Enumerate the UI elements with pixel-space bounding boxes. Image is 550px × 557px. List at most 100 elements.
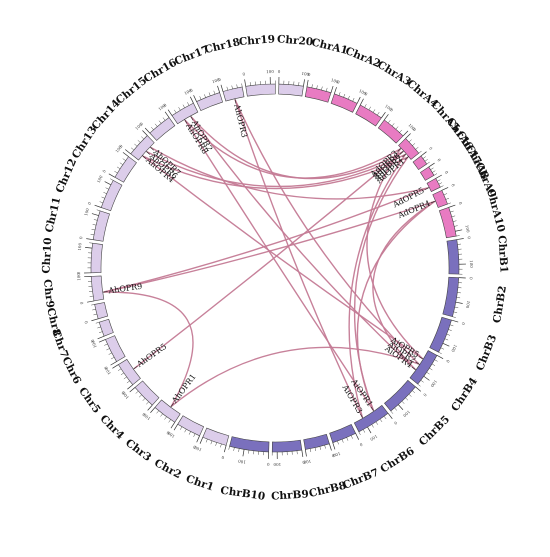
tick-mark <box>405 398 407 400</box>
tick-label: 0 <box>79 301 84 305</box>
tick-label: 100 <box>402 409 411 418</box>
tick-mark <box>326 88 327 91</box>
tick-mark <box>388 413 392 419</box>
tick-mark <box>121 373 124 375</box>
chromosome-segment-c7 <box>99 319 113 336</box>
synteny-link <box>134 152 403 369</box>
tick-mark <box>100 202 103 203</box>
tick-mark <box>452 317 455 318</box>
chromosome-label-b5: ChrB5 <box>417 413 452 448</box>
tick-mark <box>427 162 430 164</box>
tick-mark <box>384 416 386 419</box>
tick-mark <box>400 130 402 133</box>
tick-label: 0 <box>364 91 369 97</box>
tick-mark <box>118 369 121 371</box>
chromosome-segment-a6 <box>413 156 427 170</box>
tick-mark <box>377 112 379 115</box>
tick-label: 0 <box>458 201 464 205</box>
chromosome-label-c1: Chr1 <box>184 473 215 494</box>
tick-mark <box>142 130 147 135</box>
chromosome-segment-c12 <box>101 180 122 210</box>
tick-mark <box>194 434 196 437</box>
tick-mark <box>409 394 412 396</box>
tick-label: 100 <box>464 224 471 233</box>
tick-mark <box>209 92 210 95</box>
chromosome-segment-b8 <box>304 434 330 449</box>
chromosome-labels: ChrA1ChrA2ChrA3ChrA4ChrA5ChrA6ChrA7ChrA8… <box>40 33 509 503</box>
tick-mark <box>406 133 411 138</box>
chromosome-segment-a3 <box>356 105 382 126</box>
chromosome-label-b10: ChrB10 <box>220 485 266 503</box>
tick-label: 100 <box>77 242 83 251</box>
tick-mark <box>180 427 182 430</box>
tick-mark <box>312 84 313 87</box>
tick-mark <box>87 301 94 302</box>
tick-mark <box>85 247 92 248</box>
tick-mark <box>97 210 100 211</box>
tick-mark <box>97 327 100 328</box>
tick-mark <box>105 182 111 185</box>
synteny-link <box>191 117 415 370</box>
tick-mark <box>453 221 456 222</box>
chromosome-label-b9: ChrB9 <box>271 488 309 502</box>
chromosome-label-c19: Chr19 <box>238 33 275 48</box>
tick-mark <box>412 143 415 145</box>
chromosome-segment-c20 <box>279 84 304 96</box>
tick-mark <box>353 98 354 101</box>
chromosome-label-c18: Chr18 <box>203 36 241 56</box>
chromosome-label-c20: Chr20 <box>277 33 314 48</box>
gene-label: AhOPR1 <box>170 372 198 405</box>
tick-mark <box>111 362 117 366</box>
tick-mark <box>109 174 115 177</box>
tick-mark <box>145 128 150 133</box>
tick-mark <box>96 322 99 323</box>
tick-label: 0 <box>469 277 474 280</box>
tick-mark <box>150 407 155 412</box>
tick-mark <box>134 144 137 146</box>
gene-label: AhOPR5 <box>135 342 169 370</box>
tick-mark <box>206 439 207 442</box>
chromosome-segment-c10 <box>91 243 103 273</box>
tick-mark <box>217 86 219 93</box>
tick-mark <box>443 343 449 346</box>
tick-label: 0 <box>101 168 107 173</box>
tick-mark <box>329 444 331 451</box>
tick-mark <box>303 79 304 86</box>
synteny-links <box>104 100 435 418</box>
tick-mark <box>92 309 95 310</box>
tick-mark <box>419 151 422 153</box>
tick-mark <box>348 96 349 99</box>
tick-mark <box>451 320 458 322</box>
tick-mark <box>450 211 453 212</box>
tick-mark <box>412 391 415 393</box>
tick-mark <box>395 408 397 411</box>
tick-mark <box>423 157 426 159</box>
tick-mark <box>197 436 200 442</box>
tick-mark <box>174 424 178 430</box>
tick-label: 0 <box>422 392 428 398</box>
tick-label: 100 <box>266 69 274 74</box>
tick-mark <box>138 140 141 142</box>
tick-mark <box>165 417 167 420</box>
tick-mark <box>101 197 104 198</box>
tick-mark <box>229 446 230 449</box>
tick-mark <box>130 387 135 392</box>
tick-label: 0 <box>78 236 83 240</box>
tick-mark <box>136 391 139 393</box>
tick-mark <box>317 85 318 88</box>
chromosome-ring <box>91 84 459 452</box>
tick-mark <box>110 179 113 181</box>
chromosome-segment-c2 <box>178 416 204 436</box>
tick-mark <box>456 302 463 303</box>
tick-mark <box>454 226 457 227</box>
tick-label: 100 <box>83 207 90 216</box>
tick-label: 0 <box>242 71 246 76</box>
tick-label: 0 <box>450 183 456 188</box>
tick-mark <box>183 105 185 108</box>
tick-mark <box>441 348 444 350</box>
tick-label: 0 <box>445 359 451 364</box>
chromosome-label-c2: Chr2 <box>152 457 183 481</box>
tick-mark <box>437 180 440 182</box>
tick-mark <box>439 183 442 185</box>
